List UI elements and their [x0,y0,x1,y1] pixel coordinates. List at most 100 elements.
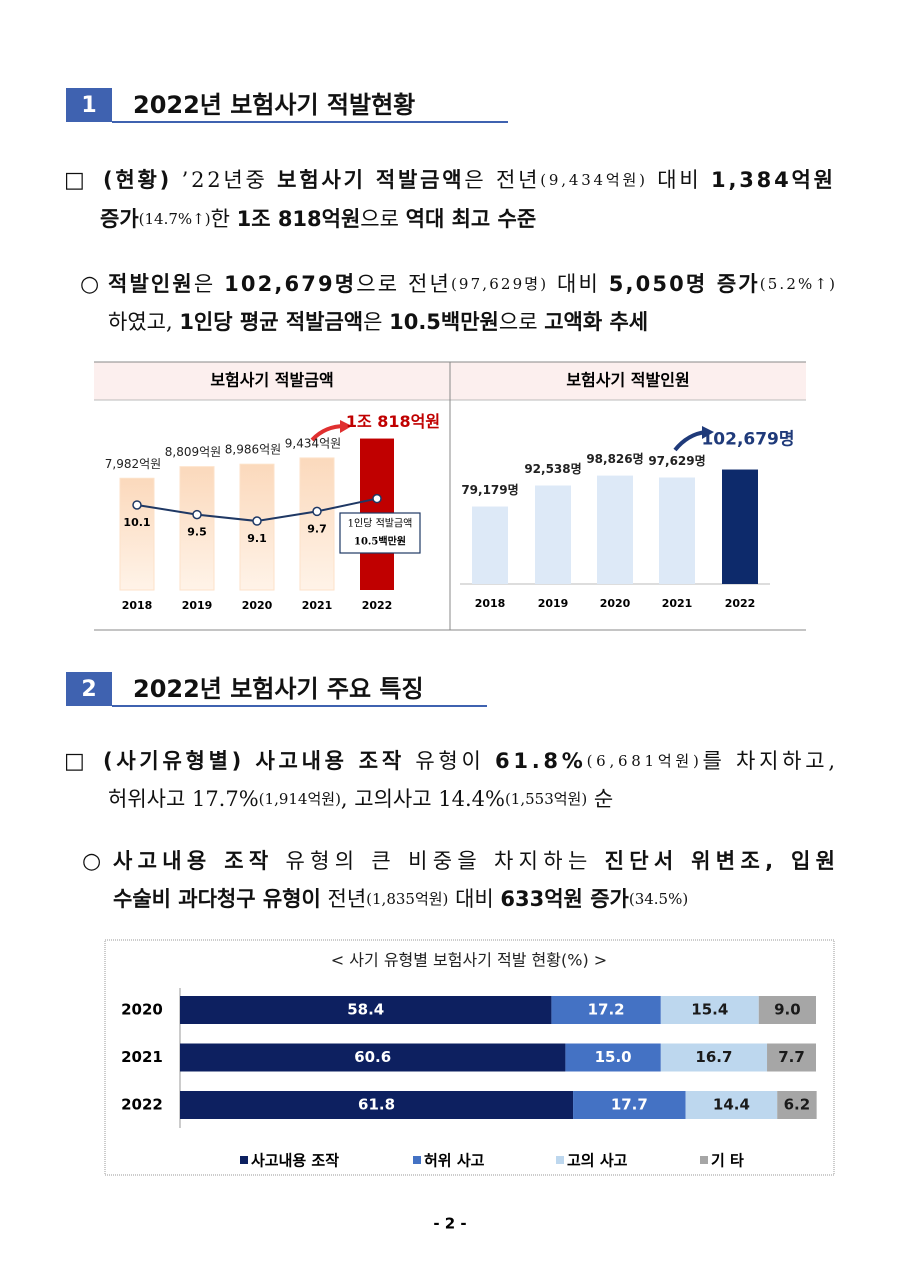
value-label: 60.6 [354,1048,391,1066]
legend-swatch [556,1156,564,1164]
bar [472,506,508,584]
page-number: - 2 - [433,1215,466,1233]
value-label: 102,679명 [701,430,794,450]
x-tick-label: 2021 [662,597,693,610]
value-label: 14.4 [713,1096,750,1114]
legend-label: 고의 사고 [567,1152,628,1170]
line-value-label: 9.5 [187,526,207,539]
paragraph-line: 허위사고 17.7%(1,914억원), 고의사고 14.4%(1,553억원)… [108,787,613,811]
text-run: (1,835억원) [366,890,448,908]
annotation: 1인당 적발금액 [348,518,413,530]
bar-segment [180,996,552,1024]
text-run: 으로 [499,310,544,334]
value-label: 7,982억원 [105,457,161,471]
y-tick-label: 2022 [121,1096,163,1114]
text-run: 수술비 과다청구 유형이 [113,887,321,911]
bar [119,477,155,591]
value-label: 16.7 [695,1048,732,1066]
line-value-label: 10.1 [123,516,150,529]
bar-segment [660,996,759,1024]
text-run: 유형이 [405,749,491,773]
value-label: 9,434억원 [285,436,341,450]
arrow-head [702,426,714,439]
text-run: 1조 818억원 [237,207,361,231]
bullet-marker: ○ [80,272,99,297]
x-tick-label: 2022 [725,597,756,610]
bar-segment [685,1091,778,1119]
value-label: 58.4 [347,1001,384,1019]
text-run [245,749,252,773]
x-tick-label: 2018 [475,597,506,610]
x-tick-label: 2019 [538,597,569,610]
text-run: 전년 [321,887,366,911]
value-label: 9.0 [774,1001,801,1019]
bullet-marker: □ [64,168,85,193]
text-run: 5,050명 증가 [609,272,759,296]
bar-segment [565,1043,661,1072]
text-run: (1,914억원) [259,790,341,808]
bar-segment [777,1091,817,1119]
bar-segment [573,1091,686,1119]
section-number-box [66,672,112,706]
bar [722,469,758,584]
x-tick-label: 2022 [362,599,393,612]
legend-label: 기 타 [711,1152,744,1170]
value-label: 61.8 [358,1096,395,1114]
bar [239,463,275,591]
legend-swatch [413,1156,421,1164]
legend-swatch [240,1156,248,1164]
bar [659,477,695,584]
section-number: 2 [81,677,96,702]
text-run: (5.2%↑) [760,275,835,293]
text-run: 한 [211,207,237,231]
text-run: ’22년중 [172,168,274,192]
paragraph-line: 적발인원 은 102,679명 으로 전년 (97,629명) 대비 5,050명 증… [108,272,835,297]
value-label: 15.0 [595,1048,632,1066]
text-run: 하였고, [108,310,179,334]
text-run: (1,553억원) [505,790,587,808]
y-tick-label: 2020 [121,1001,163,1019]
text-run: (97,629명) [451,275,546,293]
paragraph-line: 하였고, 1인당 평균 적발금액은 10.5백만원으로 고액화 추세 [108,310,648,335]
text-run: (9,434억원) [540,171,645,189]
value-label: 8,809억원 [165,445,221,459]
x-tick-label: 2020 [242,599,273,612]
text-run: 61.8% [495,749,583,773]
line-point [252,516,262,526]
value-label: 97,629명 [648,454,705,468]
bar-segment [180,1043,566,1072]
value-label: 17.2 [588,1001,625,1019]
value-label: 6.2 [784,1096,811,1114]
bar [535,485,571,584]
paragraph-line: 증가(14.7%↑)한 1조 818억원으로 역대 최고 수준 [100,207,536,232]
value-label: 7.7 [778,1048,805,1066]
bar [299,457,335,591]
bar-segment [660,1043,768,1072]
text-run: 으로 전년 [356,272,449,296]
paragraph-line: (현황) ’22년중 보험사기 적발금액 은 전년 (9,434억원) 대비 1,3… [103,168,833,193]
x-tick-label: 2019 [182,599,213,612]
line-value-label: 9.7 [307,522,327,535]
chart-title: < 사기 유형별 보험사기 적발 현황(%) > [331,951,607,970]
text-run: (사기유형별) [103,749,241,773]
bullet-marker: □ [64,749,85,774]
text-run: 대비 [448,887,500,911]
value-label: 8,986억원 [225,443,281,457]
legend-label: 허위 사고 [424,1152,485,1170]
chart-title: 보험사기 적발금액 [210,371,333,390]
line-point [372,493,382,504]
x-tick-label: 2021 [302,599,333,612]
text-run: 10.5백만원 [389,310,499,334]
line-point [312,506,322,517]
text-run: 역대 최고 수준 [406,207,537,231]
bar-segment [551,996,661,1024]
text-run: 은 [194,272,222,296]
paragraph-line: 사고내용 조작 유형의 큰 비중을 차지하는 진단서 위변조, 입원 [113,849,835,874]
text-run: 102,679명 [224,272,354,296]
text-run: 증가 [100,207,139,231]
chart-frame [104,939,835,1176]
text-run: 사고내용 조작 [255,749,401,773]
text-run: , 고의사고 14.4% [341,787,505,811]
section-number: 1 [81,93,96,118]
value-label: 98,826명 [586,452,643,466]
